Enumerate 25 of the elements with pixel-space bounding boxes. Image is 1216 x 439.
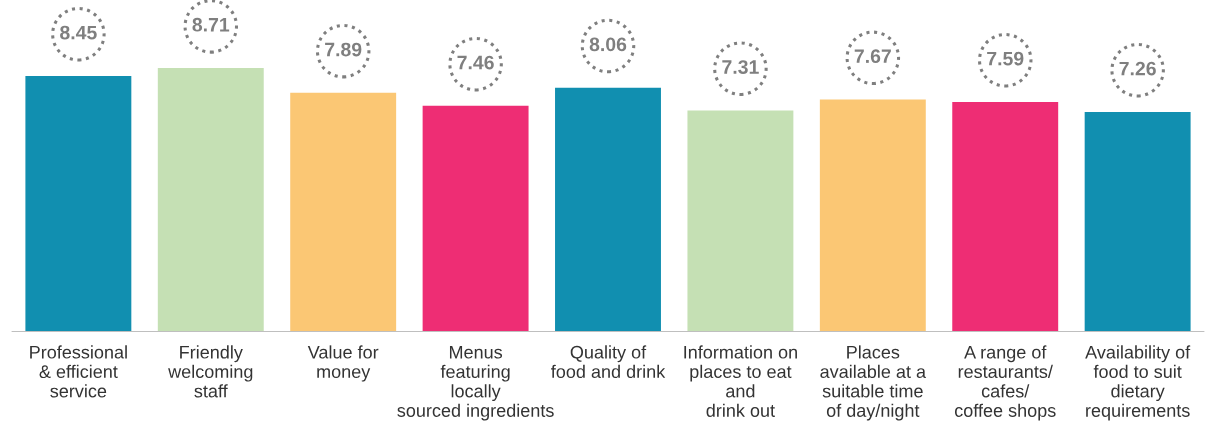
x-tick-label: Places available at a suitable time of day/night <box>820 345 927 421</box>
data-label: 7.26 <box>1119 61 1156 76</box>
data-label: 7.46 <box>457 55 494 70</box>
data-label: 7.31 <box>722 60 759 74</box>
bar <box>687 110 794 332</box>
x-tick-label: Availability of food to suit dietary requirements <box>1085 345 1191 421</box>
x-tick-label: Information on places to eat and drink out <box>684 345 797 417</box>
data-label: 7.59 <box>987 51 1024 66</box>
bar <box>157 68 264 332</box>
data-label: 7.89 <box>325 42 362 57</box>
x-tick-label: Professional & efficient service <box>30 345 127 398</box>
bar <box>952 101 1059 332</box>
x-tick-label: A range of restaurants/ cafes/ coffee shops <box>954 345 1056 421</box>
bar <box>25 75 132 332</box>
bar <box>422 105 529 332</box>
bar <box>290 92 397 332</box>
data-label: 8.71 <box>192 17 230 32</box>
data-label: 7.67 <box>854 49 891 64</box>
bar <box>555 87 661 332</box>
data-label: 8.06 <box>589 37 627 52</box>
x-tick-label: Friendly welcoming staff <box>168 345 253 398</box>
bar <box>1084 111 1191 332</box>
bar <box>819 99 926 332</box>
x-tick-label: Value for money <box>307 345 379 382</box>
data-label: 8.45 <box>60 25 97 40</box>
